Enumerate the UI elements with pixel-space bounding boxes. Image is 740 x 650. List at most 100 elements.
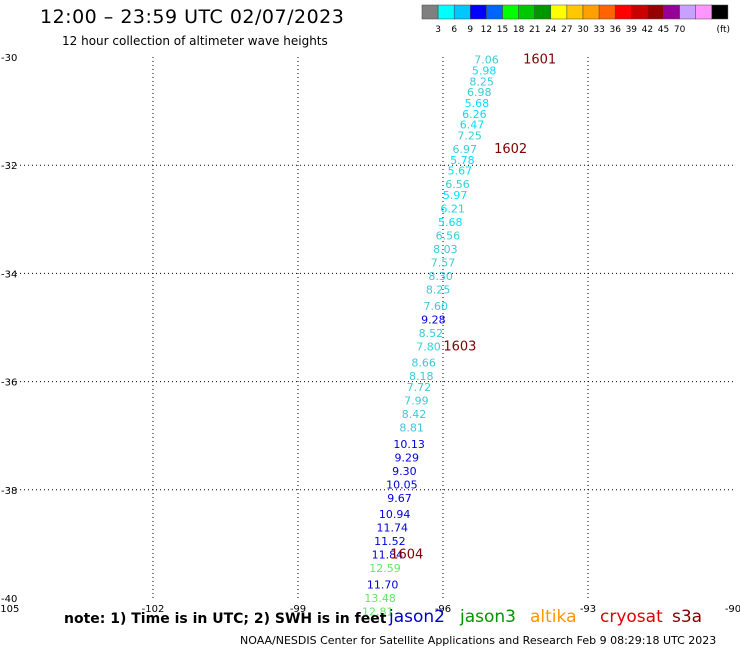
page-subtitle: 12 hour collection of altimeter wave hei… xyxy=(62,34,328,48)
sat-jason2: jason2 xyxy=(389,607,445,627)
legend-swatch xyxy=(582,4,600,20)
data-point-label: 11.70 xyxy=(367,578,399,591)
data-point-label: 5.98 xyxy=(472,65,497,78)
legend-swatch xyxy=(502,4,519,20)
legend-label: 33 xyxy=(593,25,604,35)
legend-label: 24 xyxy=(545,25,557,35)
data-point-label: 7.72 xyxy=(407,381,432,394)
data-point-label: 8.66 xyxy=(411,357,436,370)
orbit-annotation: 1603 xyxy=(443,339,476,354)
data-point-label: 10.94 xyxy=(379,508,411,521)
footer-credit: NOAA/NESDIS Center for Satellite Applica… xyxy=(240,634,717,647)
data-point-label: 11.74 xyxy=(377,522,409,535)
data-point-label: 6.21 xyxy=(440,202,465,215)
y-tick-label: -40 xyxy=(1,594,17,605)
x-tick-label: -90 xyxy=(725,604,740,615)
data-point-label: 11.84 xyxy=(372,549,404,562)
data-point-label: 5.67 xyxy=(448,165,473,178)
legend-swatch xyxy=(631,4,648,20)
data-point-label: 8.81 xyxy=(399,422,424,435)
orbit-annotation: 1604 xyxy=(390,548,423,563)
legend-swatch xyxy=(695,4,713,20)
legend-label: 39 xyxy=(626,25,638,35)
data-point-label: 7.06 xyxy=(474,54,499,67)
legend-label: 3 xyxy=(435,25,441,35)
legend-swatch xyxy=(518,4,535,20)
data-point-label: 8.03 xyxy=(433,243,458,256)
legend-swatch xyxy=(711,4,729,20)
data-point-label: 9.30 xyxy=(392,465,417,478)
y-tick-label: -32 xyxy=(1,161,17,172)
legend-label: 12 xyxy=(481,25,492,35)
data-point-label: 6.47 xyxy=(460,119,485,132)
data-point-label: 7.57 xyxy=(431,257,456,270)
legend-swatch xyxy=(470,4,487,20)
x-tick-label: -93 xyxy=(580,604,596,615)
data-point-label: 5.97 xyxy=(443,189,468,202)
data-point-label: 6.97 xyxy=(453,143,478,156)
sat-jason3: jason3 xyxy=(460,607,516,627)
data-point-label: 5.78 xyxy=(450,154,475,167)
data-point-label: 10.13 xyxy=(393,438,425,451)
legend-swatch xyxy=(566,4,584,20)
y-tick-label: -34 xyxy=(1,269,17,280)
data-point-label: 6.56 xyxy=(436,230,461,243)
orbit-annotation: 1602 xyxy=(494,142,527,157)
y-tick-label: -36 xyxy=(1,378,17,389)
data-point-label: 9.28 xyxy=(421,313,446,326)
legend-swatch xyxy=(437,4,455,20)
sat-s3a: s3a xyxy=(672,607,703,627)
data-point-label: 9.29 xyxy=(395,451,420,464)
legend-swatch xyxy=(534,4,552,20)
legend-label: 45 xyxy=(658,25,669,35)
legend-label: 30 xyxy=(577,25,589,35)
x-tick-label: -102 xyxy=(142,604,165,615)
legend-swatch xyxy=(614,4,632,20)
data-point-label: 8.52 xyxy=(419,327,444,340)
data-point-label: 5.68 xyxy=(465,97,490,110)
footer-note: note: 1) Time is in UTC; 2) SWH is in fe… xyxy=(64,611,387,627)
legend-label: 18 xyxy=(513,25,525,35)
legend-swatch xyxy=(453,4,471,20)
data-point-label: 6.98 xyxy=(467,86,492,99)
legend-swatch xyxy=(486,4,503,20)
data-point-label: 5.68 xyxy=(438,216,463,229)
legend-label: 70 xyxy=(674,25,686,35)
legend-swatch xyxy=(421,4,439,20)
data-point-label: 12.81 xyxy=(362,606,394,619)
data-point-label: 8.25 xyxy=(469,75,494,88)
x-tick-label: -105 xyxy=(0,604,19,615)
x-tick-label: -99 xyxy=(290,604,306,615)
legend-label: 6 xyxy=(451,25,457,35)
data-point-label: 6.26 xyxy=(462,108,487,121)
y-tick-label: -30 xyxy=(1,53,17,64)
page-title: 12:00 – 23:59 UTC 02/07/2023 xyxy=(40,6,345,28)
data-point-label: 7.60 xyxy=(424,300,449,313)
data-point-label: 7.80 xyxy=(416,340,441,353)
data-point-label: 6.56 xyxy=(445,178,470,191)
legend-unit: (ft) xyxy=(716,25,730,35)
legend-swatch xyxy=(598,4,616,20)
legend-label: 21 xyxy=(529,25,540,35)
data-point-label: 8.30 xyxy=(428,270,453,283)
legend-label: 9 xyxy=(467,25,473,35)
data-point-label: 8.42 xyxy=(402,408,427,421)
sat-cryosat: cryosat xyxy=(600,607,663,627)
x-tick-label: -96 xyxy=(435,604,451,615)
legend-label: 42 xyxy=(642,25,653,35)
legend-label: 36 xyxy=(609,25,621,35)
sat-altika: altika xyxy=(530,607,577,627)
legend-swatch xyxy=(679,4,696,20)
legend-swatch xyxy=(663,4,680,20)
data-point-label: 11.52 xyxy=(374,535,406,548)
legend-label: 27 xyxy=(561,25,572,35)
data-point-label: 8.18 xyxy=(409,370,434,383)
data-point-label: 7.99 xyxy=(404,395,429,408)
data-point-label: 13.48 xyxy=(364,592,396,605)
legend-label: 15 xyxy=(497,25,508,35)
data-point-label: 7.25 xyxy=(457,129,482,142)
legend-swatch xyxy=(550,4,568,20)
legend-swatch xyxy=(647,4,664,20)
data-point-label: 9.67 xyxy=(387,492,412,505)
